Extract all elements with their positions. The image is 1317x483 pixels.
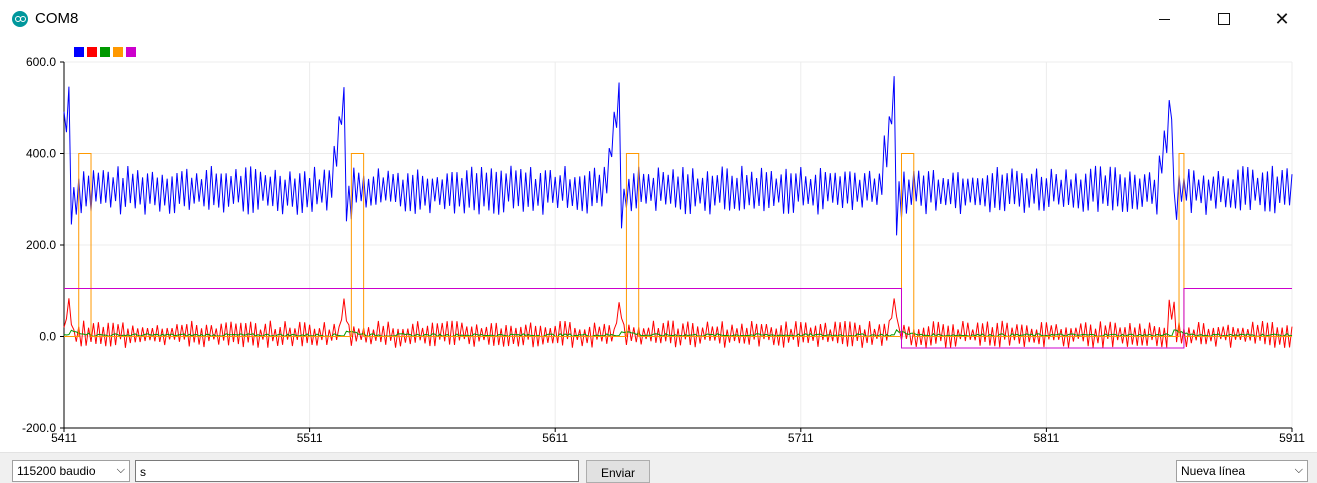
maximize-button[interactable] — [1201, 0, 1247, 38]
title-bar: COM8 ✕ — [0, 0, 1317, 38]
series-orange-line — [64, 153, 1292, 337]
y-tick-label: 400.0 — [26, 147, 56, 161]
x-tick-label: 5611 — [542, 431, 568, 445]
series-magenta-line — [64, 287, 1292, 349]
y-tick-label: 0.0 — [39, 330, 56, 344]
maximize-icon — [1218, 13, 1230, 25]
x-tick-label: 5411 — [51, 431, 77, 445]
x-tick-label: 5711 — [788, 431, 814, 445]
arduino-app-icon — [12, 11, 28, 27]
chevron-down-icon: ⌵ — [1294, 464, 1303, 476]
baud-rate-select[interactable]: 115200 baudio ⌵ — [12, 460, 130, 482]
y-tick-label: 200.0 — [26, 238, 56, 252]
send-input-value: s — [140, 465, 146, 479]
x-tick-label: 5911 — [1279, 431, 1305, 445]
x-tick-label: 5511 — [297, 431, 323, 445]
serial-plotter-chart: 5411 5511 5611 5711 5811 5911 600.0 400.0 200.0 0… — [22, 55, 1305, 445]
close-button[interactable]: ✕ — [1259, 0, 1305, 38]
legend-swatch-4 — [113, 47, 123, 57]
plot-legend — [74, 47, 136, 57]
series-red-line — [63, 298, 1293, 348]
bottom-toolbar: 115200 baudio ⌵ s Enviar Nueva línea ⌵ — [0, 452, 1317, 483]
y-tick-label: 600.0 — [26, 55, 56, 69]
chevron-down-icon: ⌵ — [116, 464, 125, 476]
baud-rate-value: 115200 baudio — [17, 464, 96, 478]
legend-swatch-3 — [100, 47, 110, 57]
y-tick-label: -200.0 — [22, 421, 56, 435]
legend-swatch-2 — [87, 47, 97, 57]
line-ending-select[interactable]: Nueva línea ⌵ — [1176, 460, 1308, 482]
legend-swatch-1 — [74, 47, 84, 57]
send-button[interactable]: Enviar — [586, 460, 650, 483]
line-ending-value: Nueva línea — [1181, 464, 1246, 478]
series-blue-line — [63, 76, 1293, 236]
close-icon: ✕ — [1274, 9, 1290, 29]
window-title: COM8 — [35, 10, 79, 27]
x-tick-label: 5811 — [1033, 431, 1059, 445]
send-input[interactable]: s — [135, 460, 579, 482]
minimize-button[interactable] — [1141, 0, 1187, 38]
minimize-icon — [1158, 18, 1170, 20]
legend-swatch-5 — [126, 47, 136, 57]
